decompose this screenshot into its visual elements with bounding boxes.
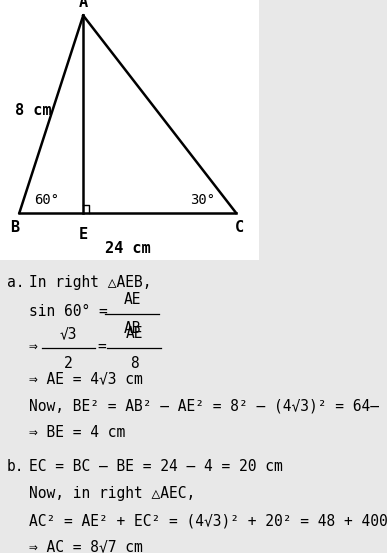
Text: B: B (10, 220, 19, 235)
Text: Now, BE² = AB² – AE² = 8² – (4√3)² = 64– 48 = 16: Now, BE² = AB² – AE² = 8² – (4√3)² = 64–… (29, 398, 387, 413)
Text: 8 cm: 8 cm (15, 103, 51, 118)
Text: AB: AB (123, 321, 141, 336)
Text: √3: √3 (60, 326, 77, 341)
Text: EC = BC – BE = 24 – 4 = 20 cm: EC = BC – BE = 24 – 4 = 20 cm (29, 459, 283, 474)
Text: 2: 2 (64, 356, 73, 371)
Text: C: C (235, 220, 244, 235)
Text: 30°: 30° (190, 194, 215, 207)
Text: E: E (79, 227, 88, 242)
Text: In right △AEB,: In right △AEB, (29, 275, 152, 290)
Text: Now, in right △AEC,: Now, in right △AEC, (29, 486, 195, 500)
Text: 8: 8 (130, 356, 139, 371)
Text: AE: AE (125, 326, 143, 341)
Text: b.: b. (7, 459, 24, 474)
Text: 60°: 60° (34, 194, 59, 207)
Text: A: A (79, 0, 88, 10)
Text: ⇒ BE = 4 cm: ⇒ BE = 4 cm (29, 425, 125, 440)
Text: a.: a. (7, 275, 24, 290)
Text: AE: AE (123, 292, 141, 307)
Bar (0, 0, 259, 260)
Text: 24 cm: 24 cm (105, 241, 151, 255)
Text: ⇒ AC = 8√7 cm: ⇒ AC = 8√7 cm (29, 540, 143, 553)
Text: ⇒: ⇒ (29, 338, 38, 353)
Text: =: = (97, 338, 106, 353)
Text: AC² = AE² + EC² = (4√3)² + 20² = 48 + 400 = 448: AC² = AE² + EC² = (4√3)² + 20² = 48 + 40… (29, 513, 387, 528)
Text: ⇒ AE = 4√3 cm: ⇒ AE = 4√3 cm (29, 372, 143, 387)
Text: sin 60° =: sin 60° = (29, 304, 108, 319)
